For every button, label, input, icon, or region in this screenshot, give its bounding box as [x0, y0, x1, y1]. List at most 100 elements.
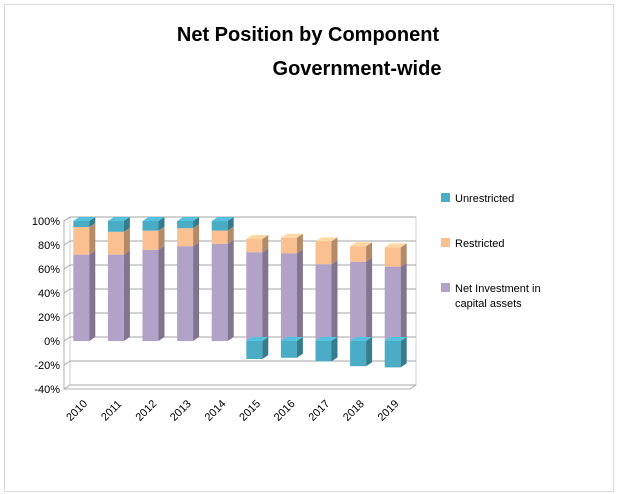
- bar-side-restricted-2017: [331, 237, 338, 265]
- bar-unrestricted-2011: [107, 221, 124, 232]
- bar-unrestricted-2015: [246, 341, 263, 359]
- y-tick-label: -20%: [34, 360, 60, 372]
- bar-side-restricted-2018: [366, 242, 373, 262]
- bar-top-unrestricted-2010: [73, 217, 96, 221]
- y-tick-label: 80%: [38, 240, 60, 252]
- gridline-depth: [63, 240, 71, 246]
- bar-restricted-2016: [280, 237, 297, 254]
- y-tick-label: 100%: [32, 216, 60, 228]
- bar-side-unrestricted-2014: [227, 217, 234, 231]
- x-tick-label: 2014: [203, 398, 229, 424]
- y-tick-label: 0%: [44, 336, 60, 348]
- bar-unrestricted-2013: [177, 221, 194, 229]
- legend: Unrestricted Restricted Net Investment in c…: [441, 193, 541, 310]
- bar-net-investment-in-capital-assets-2014: [211, 243, 228, 341]
- bar-restricted-2013: [177, 228, 194, 247]
- x-tick-label: 2013: [168, 398, 194, 424]
- bar-top-restricted-2018: [350, 242, 373, 247]
- legend-swatch-restricted: [441, 238, 450, 247]
- bar-side-restricted-2011: [123, 227, 130, 255]
- y-tick-label: -40%: [34, 384, 60, 396]
- bar-net-investment-in-capital-assets-2015: [246, 252, 263, 341]
- bar-side-net-investment-in-capital-assets-2013: [193, 242, 200, 341]
- bar-top-restricted-2017: [315, 237, 338, 242]
- bar-side-net-investment-in-capital-assets-2016: [296, 249, 303, 341]
- bar-side-net-investment-in-capital-assets-2017: [331, 260, 338, 341]
- gridline-depth: [63, 264, 71, 270]
- legend-label-restricted: Restricted: [455, 238, 505, 250]
- bar-net-investment-in-capital-assets-2010: [73, 254, 90, 341]
- bar-side-unrestricted-2016: [296, 337, 303, 358]
- gridline-depth: [63, 384, 71, 390]
- bar-unrestricted-2019: [384, 341, 401, 368]
- bar-top-unrestricted-2015: [246, 337, 269, 341]
- bar-side-restricted-2010: [89, 223, 96, 255]
- chart-title-line-2: Government-wide: [273, 58, 442, 80]
- bar-top-restricted-2019: [384, 243, 407, 248]
- x-tick-label: 2018: [341, 398, 367, 424]
- legend-label-unrestricted: Unrestricted: [455, 193, 514, 205]
- bar-side-net-investment-in-capital-assets-2019: [400, 262, 407, 341]
- gridline-depth: [63, 312, 71, 318]
- bar-restricted-2015: [246, 239, 263, 253]
- bar-top-unrestricted-2012: [142, 217, 165, 221]
- chart-frame: [4, 4, 614, 492]
- bar-side-unrestricted-2018: [366, 337, 373, 367]
- bar-restricted-2012: [142, 230, 159, 250]
- y-tick-label: 60%: [38, 264, 60, 276]
- y-tick-label: 40%: [38, 288, 60, 300]
- bar-unrestricted-2014: [211, 221, 228, 231]
- bar-top-unrestricted-2014: [211, 217, 234, 221]
- bar-side-unrestricted-2015: [262, 337, 269, 359]
- bar-side-net-investment-in-capital-assets-2015: [262, 248, 269, 341]
- legend-label-net-investment-in-capital-assets: Net Investment in capital assets: [455, 283, 541, 310]
- bar-side-net-investment-in-capital-assets-2011: [123, 250, 130, 341]
- bar-side-restricted-2013: [193, 224, 200, 247]
- bar-side-unrestricted-2013: [193, 217, 200, 229]
- bar-unrestricted-2018: [350, 341, 367, 367]
- bar-side-restricted-2015: [262, 235, 269, 253]
- y-tick-label: 20%: [38, 312, 60, 324]
- bar-top-unrestricted-2019: [384, 337, 407, 341]
- x-tick-label: 2019: [376, 398, 402, 424]
- bar-restricted-2010: [73, 227, 90, 255]
- x-tick-label: 2010: [64, 398, 90, 424]
- bar-side-restricted-2016: [296, 233, 303, 254]
- bar-side-restricted-2012: [158, 226, 165, 250]
- bar-net-investment-in-capital-assets-2013: [177, 246, 194, 341]
- bar-net-investment-in-capital-assets-2017: [315, 264, 332, 341]
- bar-top-restricted-2015: [246, 235, 269, 239]
- bar-net-investment-in-capital-assets-2016: [280, 253, 297, 341]
- bar-side-net-investment-in-capital-assets-2014: [227, 239, 234, 341]
- bar-side-unrestricted-2011: [123, 217, 130, 232]
- x-tick-label: 2011: [99, 398, 124, 423]
- bar-side-unrestricted-2010: [89, 217, 96, 227]
- bar-top-unrestricted-2016: [280, 337, 303, 341]
- bar-net-investment-in-capital-assets-2011: [107, 254, 124, 341]
- bar-side-unrestricted-2017: [331, 337, 338, 362]
- bar-side-restricted-2019: [400, 243, 407, 267]
- bar-top-restricted-2016: [280, 233, 303, 238]
- bar-unrestricted-2012: [142, 221, 159, 231]
- bar-restricted-2014: [211, 230, 228, 244]
- x-tick-label: 2017: [306, 398, 332, 424]
- x-tick-label: 2012: [133, 398, 159, 424]
- bar-side-net-investment-in-capital-assets-2012: [158, 245, 165, 341]
- bar-unrestricted-2010: [73, 221, 90, 227]
- gridline-depth: [63, 360, 71, 366]
- chart-title-line-1: Net Position by Component: [177, 24, 440, 46]
- bar-side-unrestricted-2019: [400, 337, 407, 368]
- gridline-depth: [63, 288, 71, 294]
- bar-side-unrestricted-2012: [158, 217, 165, 231]
- bar-net-investment-in-capital-assets-2018: [350, 261, 367, 341]
- bar-top-unrestricted-2013: [177, 217, 200, 221]
- bar-unrestricted-2017: [315, 341, 332, 362]
- legend-swatch-net-investment-in-capital-assets: [441, 283, 450, 292]
- bar-restricted-2018: [350, 246, 367, 262]
- bar-restricted-2017: [315, 241, 332, 265]
- bar-net-investment-in-capital-assets-2012: [142, 249, 159, 341]
- bar-side-net-investment-in-capital-assets-2018: [366, 257, 373, 341]
- bar-top-unrestricted-2018: [350, 337, 373, 341]
- legend-swatch-unrestricted: [441, 193, 450, 202]
- bar-side-restricted-2014: [227, 226, 234, 244]
